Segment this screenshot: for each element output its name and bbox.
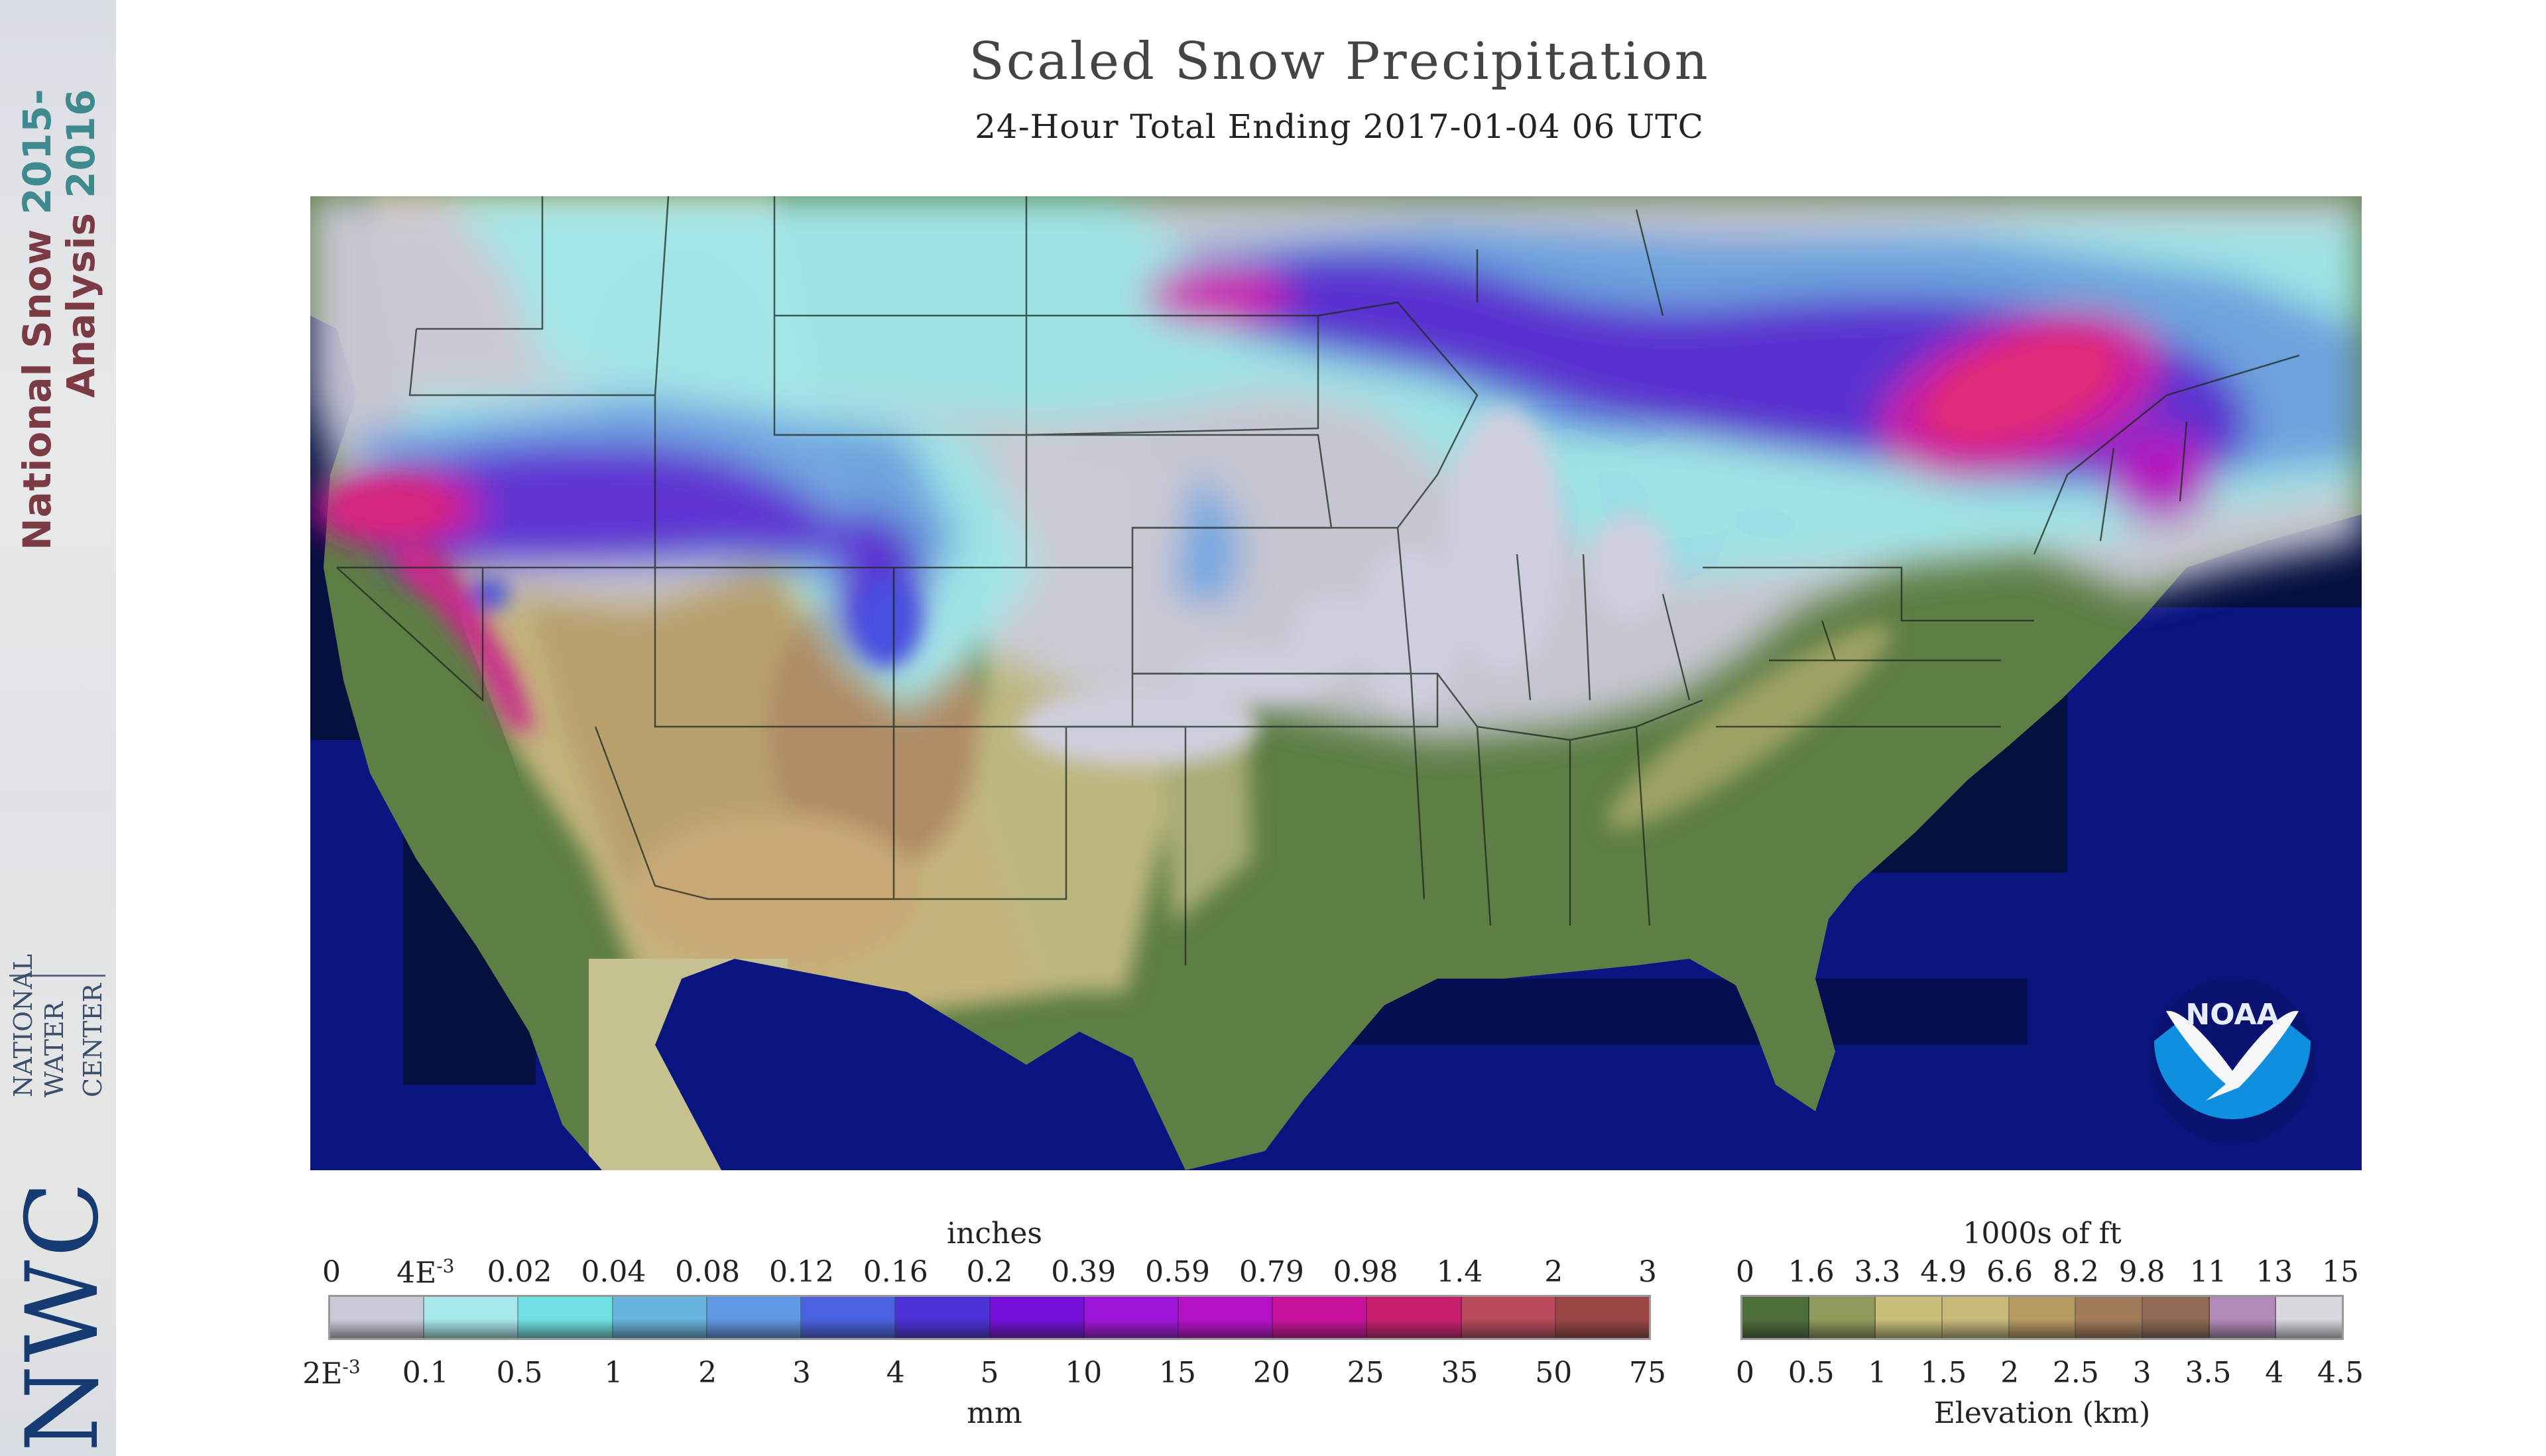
tick-label: 1.6 — [1788, 1255, 1835, 1289]
colorbar-segment — [1876, 1297, 1943, 1338]
elevation-legend-unit-bottom: Elevation (km) — [1933, 1396, 2151, 1430]
tick-label: 25 — [1347, 1356, 1384, 1390]
precip-legend-unit-top: inches — [946, 1217, 1042, 1250]
tick-label: 15 — [1159, 1356, 1197, 1390]
colorbar-segment — [1178, 1297, 1274, 1338]
banner-text: Analysis — [58, 198, 103, 398]
tick-label: 0 — [1736, 1356, 1754, 1390]
elevation-legend-unit-top: 1000s of ft — [1963, 1217, 2122, 1250]
colorbar-segment — [802, 1297, 896, 1338]
tick-label: 2 — [698, 1356, 717, 1390]
colorbar-segment — [1461, 1297, 1556, 1338]
colorbar-segment — [2009, 1297, 2077, 1338]
colorbar-segment — [990, 1297, 1085, 1338]
colorbar-segment — [2076, 1297, 2144, 1338]
tick-label: 4.9 — [1920, 1255, 1967, 1289]
tick-label: 0.98 — [1333, 1255, 1398, 1289]
tick-label: 9.8 — [2118, 1255, 2165, 1289]
tick-label: 4.5 — [2317, 1356, 2364, 1390]
tick-label: 0 — [322, 1255, 341, 1289]
tick-label: 0.1 — [402, 1356, 449, 1390]
tick-label: 0.2 — [966, 1255, 1013, 1289]
chart-title: Scaled Snow Precipitation — [969, 32, 1710, 91]
colorbar-segment — [613, 1297, 707, 1338]
nsa-sidebar-banner: National Snow 2015- Analysis 2016 NATION… — [0, 0, 121, 1456]
snow-overlay — [310, 196, 2362, 766]
tick-label: 3.3 — [1854, 1255, 1901, 1289]
colorbar-segment — [896, 1297, 991, 1338]
tick-label: 3 — [1638, 1255, 1657, 1289]
map-canvas: NOAA — [310, 196, 2362, 1170]
colorbar-segment — [2209, 1297, 2277, 1338]
tick-label: 0.08 — [675, 1255, 741, 1289]
tick-label: 2 — [2000, 1356, 2020, 1390]
colorbar-segment — [2276, 1297, 2342, 1338]
tick-label: 4 — [2265, 1356, 2284, 1390]
colorbar-segment — [518, 1297, 613, 1338]
tick-label: 4 — [886, 1356, 905, 1390]
tick-label: 4E-3 — [396, 1255, 455, 1290]
tick-label: 13 — [2256, 1255, 2293, 1289]
colorbar-segment — [424, 1297, 519, 1338]
colorbar-segment — [1273, 1297, 1368, 1338]
tick-label: 50 — [1535, 1356, 1573, 1390]
tick-label: 1.4 — [1436, 1255, 1483, 1289]
noaa-logo-text: NOAA — [2185, 998, 2279, 1032]
colorbar-segment — [1943, 1297, 2010, 1338]
tick-label: 1 — [604, 1356, 623, 1390]
colorbar-segment — [1555, 1297, 1650, 1338]
tick-label: 20 — [1252, 1356, 1290, 1390]
nwc-sub-national: NATIONAL — [9, 953, 38, 1097]
tick-label: 0.04 — [581, 1255, 646, 1289]
banner-title-line1: National Snow 2015- — [15, 88, 60, 550]
colorbar-segment — [1367, 1297, 1462, 1338]
tick-label: 11 — [2189, 1255, 2227, 1289]
tick-label: 2E-3 — [302, 1356, 361, 1391]
tick-label: 0.79 — [1239, 1255, 1304, 1289]
tick-label: 5 — [980, 1356, 999, 1390]
elevation-colorbar — [1740, 1295, 2344, 1340]
tick-label: 0.5 — [1788, 1356, 1835, 1390]
colorbar-segment — [1742, 1297, 1809, 1338]
state-borders — [336, 196, 2300, 965]
chart-subtitle: 24-Hour Total Ending 2017-01-04 06 UTC — [975, 107, 1704, 146]
precip-colorbar — [328, 1295, 1651, 1340]
tick-label: 6.6 — [1986, 1255, 2033, 1289]
tick-label: 2 — [1544, 1255, 1563, 1289]
tick-label: 0.12 — [768, 1255, 834, 1289]
snow-precip-map: NOAA — [310, 196, 2362, 1170]
tick-label: 8.2 — [2052, 1255, 2099, 1289]
colorbar-segment — [707, 1297, 802, 1338]
tick-label: 1.5 — [1920, 1356, 1967, 1390]
nwc-logo: NWC — [5, 1178, 121, 1452]
tick-label: 75 — [1629, 1356, 1666, 1390]
nwc-sub-center: CENTER — [78, 983, 107, 1097]
tick-label: 10 — [1065, 1356, 1103, 1390]
colorbar-segment — [1809, 1297, 1876, 1338]
colorbar-segment — [1084, 1297, 1179, 1338]
tick-label: 15 — [2322, 1255, 2359, 1289]
nwc-divider — [9, 975, 105, 977]
tick-label: 3 — [792, 1356, 811, 1390]
colorbar-segment — [2143, 1297, 2210, 1338]
tick-label: 3 — [2132, 1356, 2152, 1390]
nwc-sub-water: WATER — [40, 1001, 69, 1097]
tick-label: 0 — [1736, 1255, 1754, 1289]
tick-label: 3.5 — [2185, 1356, 2232, 1390]
tick-label: 0.5 — [496, 1356, 543, 1390]
colorbar-segment — [330, 1297, 425, 1338]
tick-label: 1 — [1868, 1356, 1887, 1390]
tick-label: 35 — [1441, 1356, 1479, 1390]
tick-label: 0.02 — [487, 1255, 552, 1289]
tick-label: 0.39 — [1051, 1255, 1117, 1289]
tick-label: 2.5 — [2052, 1356, 2099, 1390]
tick-label: 0.59 — [1145, 1255, 1211, 1289]
precip-legend-unit-bottom: mm — [967, 1396, 1022, 1430]
banner-text: National Snow — [15, 214, 60, 550]
noaa-logo: NOAA — [2150, 978, 2315, 1144]
tick-label: 0.16 — [863, 1255, 928, 1289]
